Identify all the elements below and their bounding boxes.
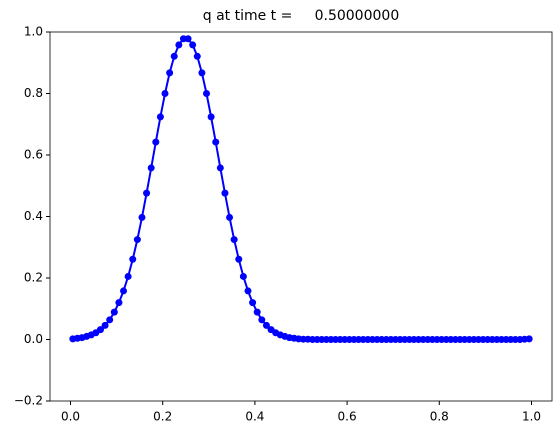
data-point [198,69,206,77]
data-point [138,213,146,221]
data-point [96,326,104,334]
data-point [216,164,224,172]
x-tick-label: 0.2 [153,410,172,424]
x-tick-label: 1.0 [522,410,541,424]
data-point [249,299,257,307]
data-point [235,255,243,263]
data-point [129,255,137,263]
y-tick-label: 0.8 [24,86,43,100]
y-tick-label: 0.4 [24,209,43,223]
data-point [258,316,266,324]
data-point [161,90,169,97]
data-point [120,287,128,295]
data-line [72,37,530,341]
data-point [106,316,114,324]
x-tick-label: 0.8 [430,410,449,424]
data-point [147,164,155,172]
data-point [230,236,238,244]
data-point [143,189,151,197]
x-tick-label: 0.4 [245,410,264,424]
data-point [115,299,123,307]
data-point [226,213,234,221]
data-point [133,236,141,244]
data-point [156,113,164,121]
plot-frame [49,31,553,402]
y-tick-label: 0.2 [24,271,43,285]
data-point [244,287,252,295]
data-point [239,272,247,280]
data-point [152,138,160,146]
x-tick-label: 0.0 [61,410,80,424]
x-tick-label: 0.6 [338,410,357,424]
chart-title: q at time t = 0.50000000 [203,8,399,24]
y-tick-label: 0.0 [24,332,43,346]
data-point [207,113,215,121]
data-point [203,90,211,97]
data-point [110,308,118,316]
data-point [170,52,178,60]
data-point [253,308,261,316]
data-point [525,335,533,343]
y-tick-label: −0.2 [14,394,43,408]
data-point [184,35,192,43]
data-point [101,321,109,329]
y-tick-label: 0.6 [24,148,43,162]
data-point [262,321,270,329]
data-point [221,189,229,197]
data-point [189,41,197,49]
data-point [212,138,220,146]
y-tick-label: 1.0 [24,25,43,39]
data-point [175,41,183,49]
data-point [124,272,132,280]
data-point [193,52,201,60]
data-point [166,69,174,77]
